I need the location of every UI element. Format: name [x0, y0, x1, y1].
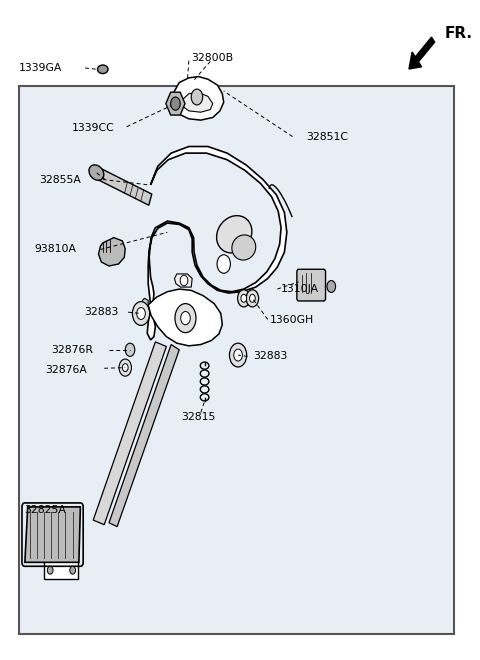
- Circle shape: [238, 290, 250, 307]
- Ellipse shape: [232, 235, 256, 260]
- Circle shape: [132, 302, 150, 325]
- Circle shape: [171, 97, 180, 110]
- Circle shape: [180, 275, 188, 286]
- Circle shape: [191, 89, 203, 105]
- Circle shape: [70, 566, 75, 574]
- FancyArrow shape: [409, 37, 435, 69]
- Text: 32883: 32883: [253, 351, 288, 362]
- Polygon shape: [93, 342, 167, 525]
- Polygon shape: [25, 507, 80, 562]
- Text: FR.: FR.: [444, 26, 473, 41]
- Polygon shape: [181, 92, 213, 112]
- Circle shape: [241, 294, 247, 302]
- Circle shape: [234, 349, 242, 361]
- Circle shape: [175, 304, 196, 333]
- FancyBboxPatch shape: [297, 269, 325, 301]
- FancyBboxPatch shape: [19, 86, 454, 634]
- Text: 1310JA: 1310JA: [281, 284, 319, 294]
- Circle shape: [217, 255, 230, 273]
- Polygon shape: [109, 345, 179, 527]
- Polygon shape: [166, 92, 185, 115]
- Circle shape: [48, 566, 53, 574]
- Text: 32800B: 32800B: [192, 53, 234, 63]
- Polygon shape: [148, 289, 222, 346]
- Text: 1339GA: 1339GA: [19, 63, 62, 73]
- Circle shape: [246, 290, 259, 307]
- Text: 32883: 32883: [84, 307, 119, 317]
- Ellipse shape: [216, 216, 252, 253]
- Polygon shape: [141, 298, 148, 310]
- Circle shape: [125, 343, 135, 356]
- Ellipse shape: [97, 65, 108, 73]
- Polygon shape: [175, 274, 192, 287]
- Polygon shape: [98, 238, 125, 266]
- Circle shape: [180, 312, 190, 325]
- Ellipse shape: [89, 165, 104, 180]
- Circle shape: [229, 343, 247, 367]
- Text: 93810A: 93810A: [35, 244, 76, 255]
- Polygon shape: [170, 77, 224, 120]
- Text: 32815: 32815: [181, 412, 216, 422]
- Text: 32851C: 32851C: [306, 131, 348, 142]
- Polygon shape: [95, 167, 152, 205]
- Text: 1339CC: 1339CC: [72, 123, 115, 133]
- Circle shape: [119, 359, 132, 376]
- Polygon shape: [147, 147, 287, 340]
- Text: 32876R: 32876R: [51, 345, 93, 356]
- Circle shape: [327, 280, 336, 292]
- Circle shape: [250, 294, 255, 302]
- Circle shape: [122, 364, 128, 372]
- Text: 32876A: 32876A: [45, 364, 87, 375]
- Text: 32825A: 32825A: [24, 504, 66, 515]
- FancyBboxPatch shape: [44, 561, 78, 579]
- Text: 32855A: 32855A: [39, 175, 81, 185]
- Text: 1360GH: 1360GH: [270, 315, 314, 325]
- Circle shape: [137, 308, 145, 319]
